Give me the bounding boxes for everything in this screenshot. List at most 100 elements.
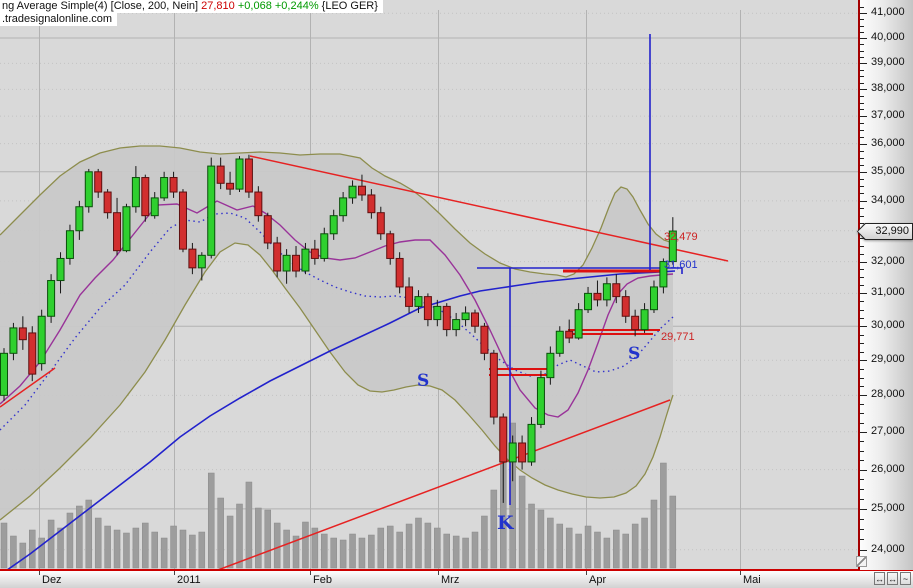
candle[interactable] [574, 309, 583, 339]
candle[interactable] [301, 248, 310, 272]
candle[interactable] [631, 315, 640, 331]
price-axis-label: 25,000 [871, 502, 905, 514]
candle[interactable] [329, 215, 338, 235]
candle[interactable] [9, 327, 18, 354]
candle[interactable] [216, 165, 225, 184]
candle[interactable] [367, 194, 376, 214]
candle[interactable] [75, 206, 84, 232]
candle[interactable] [28, 332, 37, 375]
candle[interactable] [37, 315, 46, 365]
candle[interactable] [640, 309, 649, 331]
candle[interactable] [659, 261, 668, 288]
volume-bar [443, 533, 450, 569]
price-axis[interactable]: 41,000 40,000 39,000 38,000 37,000 36,000 35,0… [858, 0, 913, 570]
candle[interactable] [423, 296, 432, 321]
candle[interactable] [612, 283, 621, 298]
candle[interactable] [584, 292, 593, 311]
time-axis[interactable]: Dez 2011 Feb Mrz Apr Mai [0, 570, 913, 588]
candle[interactable] [499, 416, 508, 463]
candle[interactable] [565, 330, 574, 339]
price-axis-tick [860, 451, 864, 452]
candle[interactable] [169, 177, 178, 193]
candle[interactable] [376, 212, 385, 235]
zoom-horizontal-button[interactable]: ↔ [887, 572, 898, 585]
candle[interactable] [602, 283, 611, 301]
candle[interactable] [160, 177, 169, 199]
time-axis-tick [438, 571, 439, 575]
candle[interactable] [518, 442, 527, 463]
candle[interactable] [555, 330, 564, 354]
candle[interactable] [320, 233, 329, 259]
ma-dotted-line[interactable] [0, 212, 674, 431]
candle[interactable] [414, 296, 423, 307]
candle[interactable] [357, 185, 366, 196]
candle[interactable] [310, 248, 319, 259]
candle[interactable] [235, 158, 244, 190]
candle[interactable] [244, 158, 253, 193]
wave-marker-label[interactable]: S [417, 371, 430, 391]
candle[interactable] [348, 185, 357, 199]
price-annotation-label[interactable]: 31,601 [664, 259, 698, 271]
candle[interactable] [47, 280, 56, 317]
candle[interactable] [18, 327, 27, 341]
candle[interactable] [527, 423, 536, 463]
candle[interactable] [65, 230, 74, 259]
candle[interactable] [103, 191, 112, 214]
candle[interactable] [471, 312, 479, 327]
candle[interactable] [0, 352, 8, 396]
candle[interactable] [461, 312, 470, 321]
candle[interactable] [56, 257, 65, 282]
candle[interactable] [282, 254, 291, 272]
candle[interactable] [131, 177, 140, 208]
pan-horizontal-button[interactable]: ↔ [874, 572, 885, 585]
candle[interactable] [292, 254, 301, 272]
candle[interactable] [649, 286, 658, 311]
candle[interactable] [508, 442, 517, 463]
candle[interactable] [207, 165, 216, 256]
candle[interactable] [546, 352, 555, 379]
candle[interactable] [536, 377, 545, 425]
plot-layers [0, 10, 858, 575]
candle[interactable] [141, 177, 150, 217]
candle[interactable] [405, 286, 414, 307]
line-chart-button[interactable]: ~ [900, 572, 911, 585]
trendline[interactable] [0, 367, 56, 408]
volume-bar [594, 531, 601, 569]
candle[interactable] [226, 182, 235, 190]
axis-toolbar: ↔ ↔ ~ [874, 572, 911, 585]
candle[interactable] [84, 171, 93, 208]
candle[interactable] [442, 305, 451, 331]
candle[interactable] [489, 352, 498, 418]
candle[interactable] [188, 248, 197, 269]
price-annotation-label[interactable]: 32,479 [664, 231, 698, 243]
candle[interactable] [386, 233, 395, 259]
trendline[interactable] [217, 399, 671, 570]
candle[interactable] [94, 171, 103, 193]
candle[interactable] [668, 230, 677, 263]
candle[interactable] [254, 191, 263, 217]
candle[interactable] [150, 197, 159, 217]
candle[interactable] [480, 325, 489, 354]
candle[interactable] [273, 242, 282, 272]
wave-marker-label[interactable]: S [628, 344, 641, 364]
candle[interactable] [197, 254, 206, 269]
candle[interactable] [263, 215, 272, 244]
candle[interactable] [395, 257, 404, 288]
ma-200-line[interactable] [0, 270, 676, 575]
trendline[interactable] [249, 155, 729, 262]
candle[interactable] [433, 305, 442, 321]
price-axis-tick [860, 423, 864, 424]
candle[interactable] [621, 296, 630, 317]
price-annotation-label[interactable]: 29,771 [661, 331, 695, 343]
candle[interactable] [113, 212, 122, 252]
candles-layer [0, 154, 677, 503]
price-axis-tick [860, 246, 864, 247]
wave-marker-label[interactable]: K [497, 512, 514, 534]
axis-resize-handle[interactable] [856, 556, 867, 567]
candle[interactable] [339, 197, 348, 217]
candle[interactable] [452, 319, 461, 331]
candle[interactable] [593, 292, 602, 301]
candle[interactable] [122, 206, 131, 252]
candle[interactable] [178, 191, 187, 250]
